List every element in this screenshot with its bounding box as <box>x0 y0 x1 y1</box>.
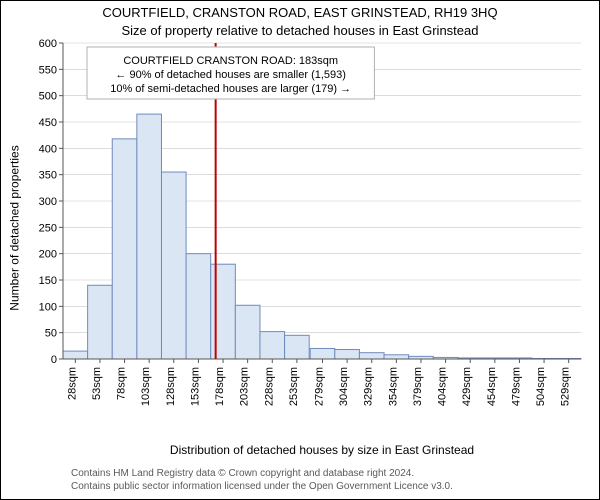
y-tick-label: 400 <box>39 143 57 155</box>
x-tick-label: 253sqm <box>288 367 300 406</box>
svg-text:404sqm: 404sqm <box>437 367 449 406</box>
bar <box>112 139 137 359</box>
x-axis-label: Distribution of detached houses by size … <box>63 443 581 457</box>
x-tick-label: 454sqm <box>486 367 498 406</box>
bar <box>335 350 360 359</box>
bar <box>235 305 260 359</box>
x-tick-label: 178sqm <box>214 367 226 406</box>
y-tick-label: 550 <box>39 64 57 76</box>
bar <box>161 172 186 359</box>
credits-line1: Contains HM Land Registry data © Crown c… <box>71 468 453 481</box>
annotation-line: ← 90% of detached houses are smaller (1,… <box>115 69 346 81</box>
annotation-line: 10% of semi-detached houses are larger (… <box>110 83 351 95</box>
credits-line2: Contains public sector information licen… <box>71 481 453 494</box>
y-tick-label: 350 <box>39 170 57 182</box>
y-tick-label: 500 <box>39 91 57 103</box>
y-tick-label: 50 <box>45 328 57 340</box>
bar <box>285 335 310 359</box>
credits: Contains HM Land Registry data © Crown c… <box>71 468 453 493</box>
bar <box>63 351 88 359</box>
svg-text:28sqm: 28sqm <box>66 367 78 400</box>
bar <box>88 285 113 359</box>
x-tick-label: 329sqm <box>363 367 375 406</box>
svg-text:53sqm: 53sqm <box>91 367 103 400</box>
svg-text:304sqm: 304sqm <box>338 367 350 406</box>
x-tick-label: 504sqm <box>535 367 547 406</box>
chart-title-line1: COURTFIELD, CRANSTON ROAD, EAST GRINSTEA… <box>1 5 599 20</box>
bar <box>186 254 211 359</box>
y-tick-label: 0 <box>51 354 57 366</box>
svg-text:454sqm: 454sqm <box>486 367 498 406</box>
svg-text:78sqm: 78sqm <box>116 367 128 400</box>
chart-title-line2: Size of property relative to detached ho… <box>1 23 599 38</box>
x-tick-label: 128sqm <box>165 367 177 406</box>
svg-text:228sqm: 228sqm <box>263 367 275 406</box>
y-tick-label: 600 <box>39 38 57 50</box>
y-axis-label: Number of detached properties <box>7 43 23 413</box>
bar <box>310 348 335 359</box>
y-tick-label: 200 <box>39 249 57 261</box>
bar <box>260 332 285 359</box>
chart-container: COURTFIELD, CRANSTON ROAD, EAST GRINSTEA… <box>0 0 600 500</box>
bar <box>211 264 236 359</box>
x-tick-label: 103sqm <box>140 367 152 406</box>
svg-text:203sqm: 203sqm <box>239 367 251 406</box>
x-tick-label: 529sqm <box>560 367 572 406</box>
x-tick-label: 279sqm <box>313 367 325 406</box>
x-tick-label: 354sqm <box>387 367 399 406</box>
x-tick-label: 53sqm <box>91 367 103 400</box>
x-tick-label: 28sqm <box>66 367 78 400</box>
svg-text:354sqm: 354sqm <box>387 367 399 406</box>
svg-text:379sqm: 379sqm <box>412 367 424 406</box>
svg-text:529sqm: 529sqm <box>560 367 572 406</box>
svg-text:178sqm: 178sqm <box>214 367 226 406</box>
annotation-line: COURTFIELD CRANSTON ROAD: 183sqm <box>123 55 338 67</box>
x-tick-label: 479sqm <box>510 367 522 406</box>
svg-text:153sqm: 153sqm <box>189 367 201 406</box>
x-tick-label: 78sqm <box>116 367 128 400</box>
y-tick-label: 450 <box>39 117 57 129</box>
x-tick-label: 429sqm <box>461 367 473 406</box>
plot-area: 05010015020025030035040045050055060028sq… <box>63 43 581 413</box>
y-tick-label: 100 <box>39 301 57 313</box>
svg-text:279sqm: 279sqm <box>313 367 325 406</box>
x-tick-label: 404sqm <box>437 367 449 406</box>
x-tick-label: 379sqm <box>412 367 424 406</box>
x-tick-label: 203sqm <box>239 367 251 406</box>
bar <box>137 114 162 359</box>
y-tick-label: 150 <box>39 275 57 287</box>
svg-text:329sqm: 329sqm <box>363 367 375 406</box>
bar <box>384 355 409 359</box>
svg-text:479sqm: 479sqm <box>510 367 522 406</box>
bar <box>359 353 384 359</box>
svg-text:103sqm: 103sqm <box>140 367 152 406</box>
y-tick-label: 300 <box>39 196 57 208</box>
y-tick-label: 250 <box>39 222 57 234</box>
plot-svg: 05010015020025030035040045050055060028sq… <box>63 43 581 413</box>
svg-text:429sqm: 429sqm <box>461 367 473 406</box>
svg-text:504sqm: 504sqm <box>535 367 547 406</box>
x-tick-label: 304sqm <box>338 367 350 406</box>
x-tick-label: 153sqm <box>189 367 201 406</box>
svg-text:128sqm: 128sqm <box>165 367 177 406</box>
x-tick-label: 228sqm <box>263 367 275 406</box>
svg-text:253sqm: 253sqm <box>288 367 300 406</box>
